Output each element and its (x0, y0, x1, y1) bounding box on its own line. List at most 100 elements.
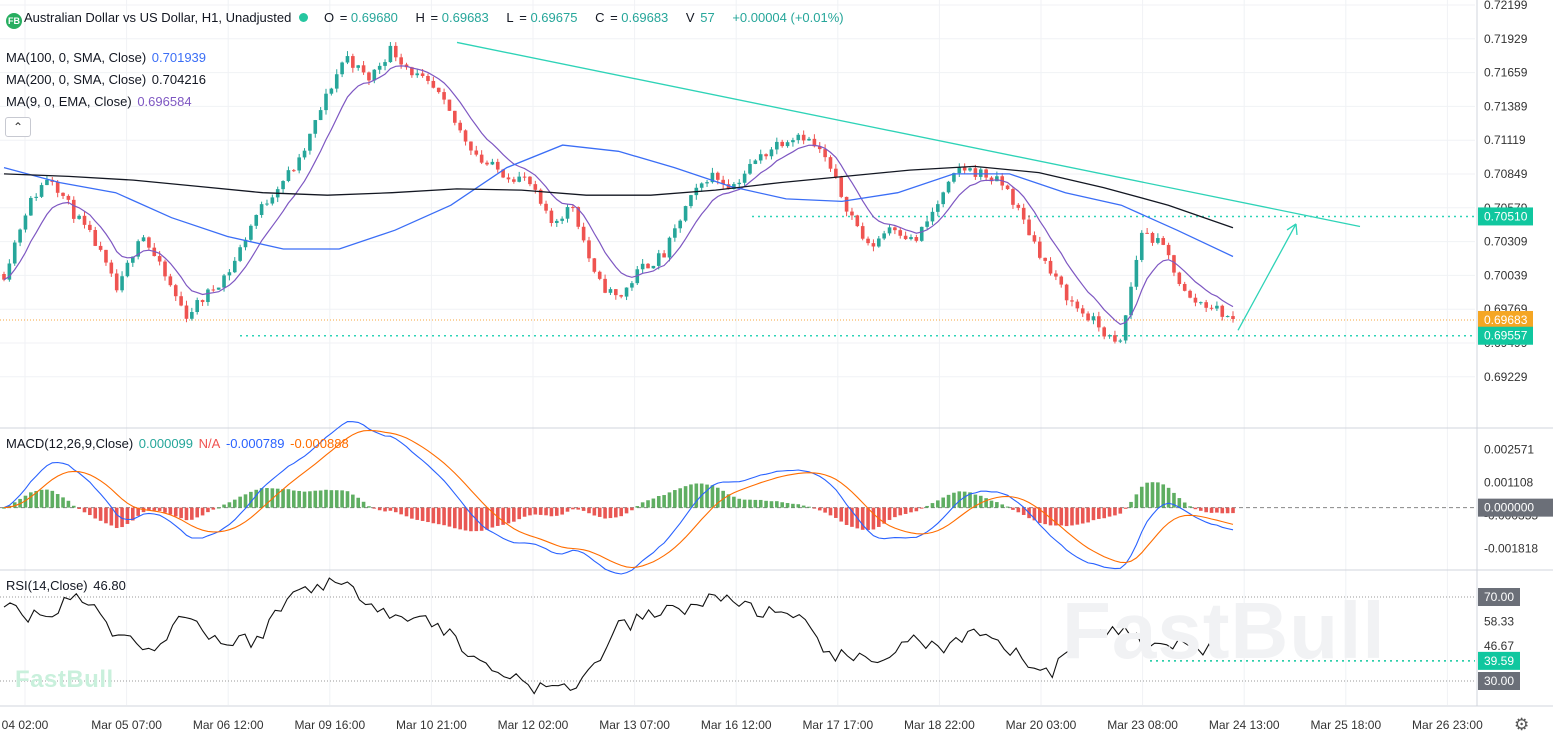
macd-histogram-bar (737, 498, 742, 508)
symbol-legend: FB Australian Dollar vs US Dollar, H1, Un… (6, 10, 846, 29)
candle-down (351, 56, 355, 68)
candle-down (1016, 204, 1021, 208)
candle-down (453, 110, 457, 123)
macd-histogram-bar (576, 507, 581, 510)
macd-tick-label: 0.002571 (1484, 443, 1534, 457)
macd-histogram-bar (710, 485, 715, 508)
ma9-legend[interactable]: MA(9, 0, EMA, Close) 0.696584 (6, 94, 192, 109)
macd-histogram-bar (785, 503, 790, 508)
candle-up (7, 263, 12, 280)
macd-legend[interactable]: MACD(12,26,9,Close) 0.000099 N/A -0.0007… (6, 436, 349, 451)
candle-up (753, 160, 758, 164)
macd-histogram-bar (131, 507, 135, 521)
rsi-legend[interactable]: RSI(14,Close) 46.80 (6, 578, 126, 593)
macd-histogram-bar (114, 507, 119, 529)
macd-histogram-bar (957, 491, 962, 508)
candle-down (292, 170, 296, 172)
macd-histogram-bar (377, 507, 382, 511)
symbol-title[interactable]: Australian Dollar vs US Dollar, H1, Unad… (24, 10, 292, 25)
time-tick-label: Mar 18 22:00 (904, 718, 975, 732)
time-tick-label: Mar 20 03:00 (1006, 718, 1077, 732)
candle-down (2, 274, 6, 280)
candle-up (565, 207, 570, 219)
macd-histogram-bar (1037, 507, 1042, 523)
macd-histogram-bar (742, 499, 747, 508)
macd-histogram-bar (259, 488, 264, 508)
macd-histogram-bar (995, 502, 999, 508)
candle-down (1220, 305, 1225, 317)
candle-up (957, 167, 962, 174)
macd-histogram-bar (592, 507, 597, 516)
candle-down (442, 92, 446, 100)
candle-down (474, 150, 479, 155)
price-tick-label: 0.70309 (1484, 235, 1528, 249)
candle-down (410, 67, 414, 76)
candle-down (839, 177, 844, 197)
candle-down (903, 235, 908, 240)
macd-histogram-bar (630, 507, 634, 511)
candle-up (683, 206, 688, 221)
collapse-legend-button[interactable]: ⌃ (5, 117, 31, 137)
rsi-lower-tag-bg (1478, 672, 1520, 690)
candle-down (538, 189, 543, 204)
candle-up (1118, 340, 1123, 342)
macd-histogram-bar (329, 490, 334, 508)
candle-up (254, 214, 259, 226)
macd-histogram-bar (646, 500, 650, 508)
candle-down (463, 130, 468, 142)
candle-down (1231, 316, 1235, 320)
candle-down (1113, 335, 1117, 342)
ma100-legend[interactable]: MA(100, 0, SMA, Close) 0.701939 (6, 50, 207, 65)
macd-histogram-bar (1225, 507, 1230, 514)
macd-histogram-bar (522, 507, 527, 517)
candle-down (55, 181, 60, 193)
candle-up (265, 203, 269, 205)
candle-down (801, 134, 806, 141)
macd-histogram-bar (120, 507, 124, 528)
candle-up (710, 172, 715, 183)
candle-down (1080, 308, 1085, 314)
candle-down (533, 184, 538, 190)
macd-histogram-bar (662, 495, 666, 508)
candle-down (211, 289, 216, 291)
macd-histogram-bar (1097, 507, 1101, 519)
candle-up (281, 181, 285, 190)
candle-up (45, 179, 49, 186)
macd-histogram-bar (732, 496, 736, 508)
candle-down (823, 149, 827, 158)
macd-histogram-bar (179, 507, 183, 519)
candle-up (340, 62, 344, 75)
candle-up (651, 265, 656, 269)
candle-up (758, 154, 763, 161)
macd-histogram-bar (871, 507, 876, 530)
candle-down (1166, 244, 1171, 256)
ohlc-open: O = 0.69680 (323, 10, 398, 25)
macd-histogram-bar (1102, 507, 1106, 519)
macd-histogram-bar (216, 507, 221, 509)
macd-line (3, 421, 1234, 575)
macd-histogram-bar (1161, 484, 1166, 508)
candle-down (114, 273, 119, 291)
candle-up (356, 65, 361, 68)
macd-histogram-bar (817, 507, 822, 511)
candle-up (238, 247, 242, 261)
macd-histogram-bar (683, 486, 688, 508)
candle-down (200, 300, 205, 303)
resistance-price-tag: 0.70510 (1484, 209, 1528, 223)
candle-down (1150, 232, 1155, 243)
candle-up (673, 228, 677, 238)
ma200-legend[interactable]: MA(200, 0, SMA, Close) 0.704216 (6, 72, 207, 87)
macd-histogram-bar (1193, 507, 1198, 510)
macd-histogram-bar (978, 495, 983, 508)
macd-histogram-bar (313, 490, 318, 508)
candle-up (936, 204, 940, 212)
price-axis[interactable]: 0.72199 0.71929 0.71659 0.71389 0.71119 0.708… (1478, 0, 1553, 690)
macd-histogram-bar (876, 507, 881, 527)
time-axis[interactable]: 04 02:00 Mar 05 07:00 Mar 06 12:00 Mar 09 1… (2, 718, 1483, 732)
macd-histogram-bar (23, 495, 28, 508)
settings-gear-icon[interactable]: ⚙ (1514, 715, 1530, 734)
candle-down (866, 238, 870, 244)
price-tick-label: 0.71389 (1484, 99, 1528, 113)
candle-down (898, 230, 903, 236)
